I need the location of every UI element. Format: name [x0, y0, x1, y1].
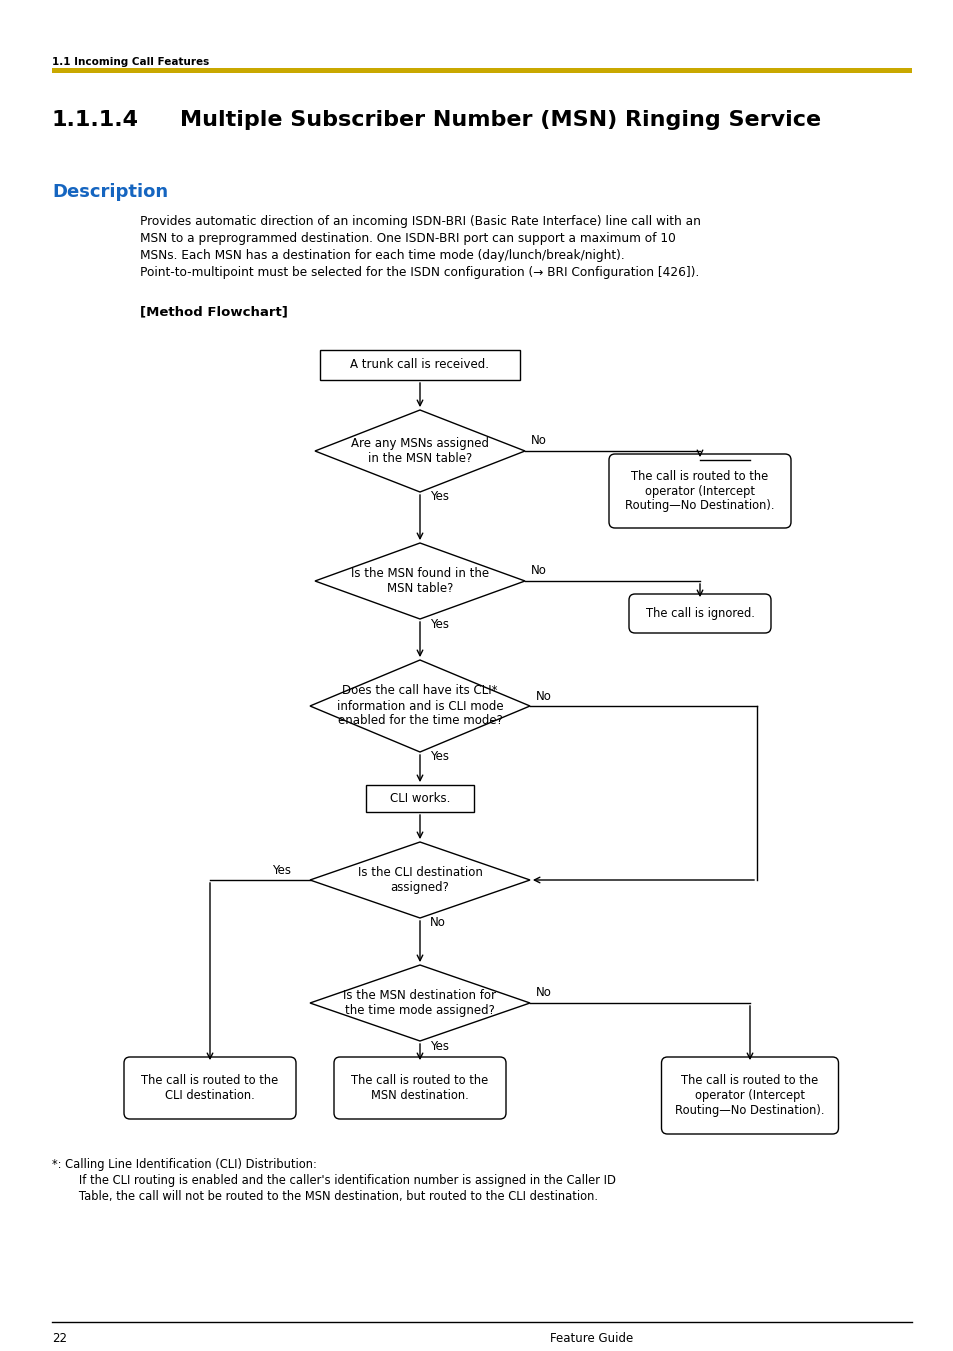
Text: 1.1 Incoming Call Features: 1.1 Incoming Call Features — [52, 57, 209, 68]
Polygon shape — [314, 543, 524, 619]
Text: No: No — [430, 916, 445, 929]
Text: No: No — [536, 689, 551, 703]
Text: Does the call have its CLI*
information and is CLI mode
enabled for the time mod: Does the call have its CLI* information … — [336, 685, 503, 727]
Text: Multiple Subscriber Number (MSN) Ringing Service: Multiple Subscriber Number (MSN) Ringing… — [180, 109, 821, 130]
Text: No: No — [531, 435, 546, 447]
Text: Feature Guide: Feature Guide — [550, 1332, 633, 1346]
FancyBboxPatch shape — [124, 1056, 295, 1119]
FancyBboxPatch shape — [334, 1056, 505, 1119]
Bar — [319, 350, 519, 380]
Text: A trunk call is received.: A trunk call is received. — [350, 358, 489, 372]
Polygon shape — [310, 842, 530, 917]
Polygon shape — [310, 661, 530, 753]
Text: MSN to a preprogrammed destination. One ISDN-BRI port can support a maximum of 1: MSN to a preprogrammed destination. One … — [140, 232, 675, 245]
Bar — [52, 68, 911, 73]
Text: Is the MSN found in the
MSN table?: Is the MSN found in the MSN table? — [351, 567, 489, 594]
Text: The call is routed to the
operator (Intercept
Routing—No Destination).: The call is routed to the operator (Inte… — [675, 1074, 824, 1117]
Text: No: No — [531, 565, 546, 577]
Text: The call is ignored.: The call is ignored. — [645, 607, 754, 620]
Text: Yes: Yes — [430, 490, 449, 504]
Text: Yes: Yes — [430, 617, 449, 631]
Text: No: No — [536, 986, 551, 1000]
Text: Provides automatic direction of an incoming ISDN-BRI (Basic Rate Interface) line: Provides automatic direction of an incom… — [140, 215, 700, 228]
Text: The call is routed to the
MSN destination.: The call is routed to the MSN destinatio… — [351, 1074, 488, 1102]
Text: Description: Description — [52, 182, 168, 201]
FancyBboxPatch shape — [608, 454, 790, 528]
Text: [Method Flowchart]: [Method Flowchart] — [140, 305, 288, 317]
Text: The call is routed to the
operator (Intercept
Routing—No Destination).: The call is routed to the operator (Inte… — [624, 470, 774, 512]
Text: Yes: Yes — [430, 751, 449, 763]
Text: *: Calling Line Identification (CLI) Distribution:: *: Calling Line Identification (CLI) Dis… — [52, 1158, 316, 1171]
Text: 22: 22 — [52, 1332, 67, 1346]
FancyBboxPatch shape — [660, 1056, 838, 1133]
Text: 1.1.1.4: 1.1.1.4 — [52, 109, 139, 130]
Text: Is the CLI destination
assigned?: Is the CLI destination assigned? — [357, 866, 482, 894]
Text: If the CLI routing is enabled and the caller's identification number is assigned: If the CLI routing is enabled and the ca… — [68, 1174, 616, 1188]
Text: CLI works.: CLI works. — [390, 792, 450, 805]
Text: Yes: Yes — [430, 1039, 449, 1052]
FancyBboxPatch shape — [628, 594, 770, 634]
Text: The call is routed to the
CLI destination.: The call is routed to the CLI destinatio… — [141, 1074, 278, 1102]
Bar — [366, 785, 474, 812]
Text: MSNs. Each MSN has a destination for each time mode (day/lunch/break/night).: MSNs. Each MSN has a destination for eac… — [140, 249, 624, 262]
Text: Point-to-multipoint must be selected for the ISDN configuration (→ BRI Configura: Point-to-multipoint must be selected for… — [140, 266, 699, 280]
Text: Table, the call will not be routed to the MSN destination, but routed to the CLI: Table, the call will not be routed to th… — [68, 1190, 598, 1202]
Text: Is the MSN destination for
the time mode assigned?: Is the MSN destination for the time mode… — [343, 989, 496, 1017]
Text: Yes: Yes — [272, 863, 291, 877]
Text: Are any MSNs assigned
in the MSN table?: Are any MSNs assigned in the MSN table? — [351, 436, 489, 465]
Polygon shape — [310, 965, 530, 1042]
Polygon shape — [314, 409, 524, 492]
